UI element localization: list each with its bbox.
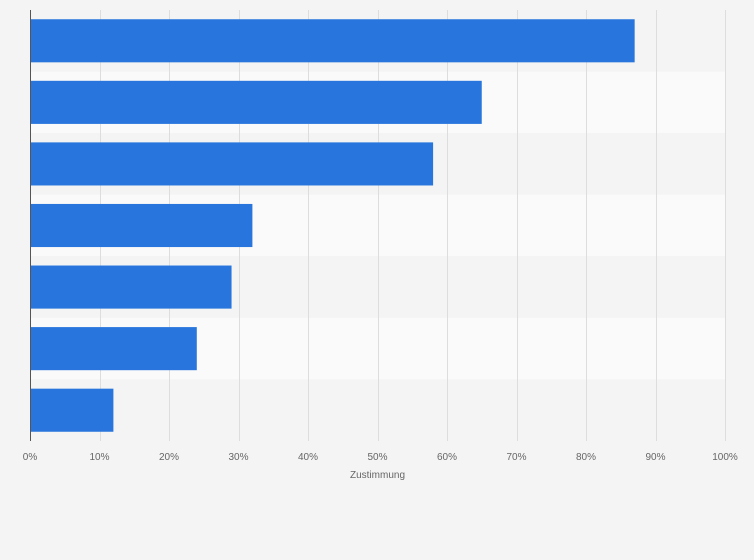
x-axis-tick-labels: 0% 10% 20% 30% 40% 50% 60% 70% 80% 90% 100%	[23, 452, 738, 463]
bar[interactable]	[30, 142, 434, 186]
bar[interactable]	[30, 388, 114, 432]
bars	[30, 19, 635, 432]
x-tick-label: 50%	[367, 452, 387, 463]
bar[interactable]	[30, 327, 197, 371]
x-tick-label: 70%	[506, 452, 526, 463]
x-tick-label: 80%	[576, 452, 596, 463]
bar[interactable]	[30, 203, 253, 248]
x-tick-label: 90%	[645, 452, 665, 463]
x-tick-label: 20%	[159, 452, 179, 463]
x-tick-label: 0%	[23, 452, 38, 463]
x-tick-label: 40%	[298, 452, 318, 463]
x-tick-label: 30%	[228, 452, 248, 463]
x-tick-label: 10%	[89, 452, 109, 463]
bar[interactable]	[30, 19, 635, 63]
x-tick-label: 60%	[437, 452, 457, 463]
bar[interactable]	[30, 80, 482, 124]
row-band	[30, 379, 725, 441]
x-tick-label: 100%	[712, 452, 738, 463]
x-axis-title: Zustimmung	[350, 470, 405, 481]
bar[interactable]	[30, 265, 232, 309]
